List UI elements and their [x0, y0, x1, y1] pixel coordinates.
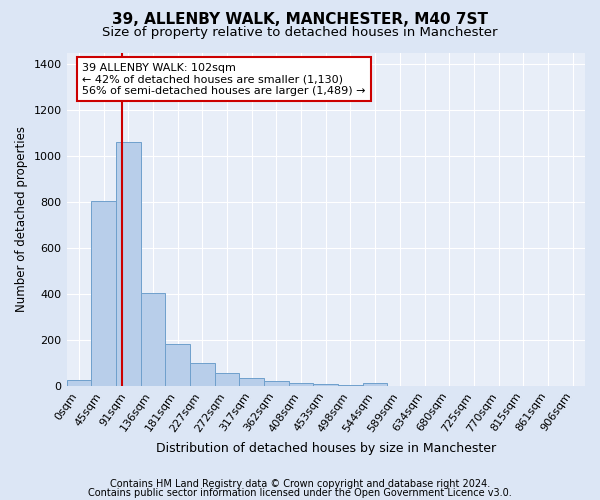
- Bar: [165, 344, 190, 386]
- Bar: [363, 384, 388, 386]
- Y-axis label: Number of detached properties: Number of detached properties: [15, 126, 28, 312]
- Bar: [239, 378, 264, 386]
- Bar: [67, 380, 91, 386]
- Text: 39, ALLENBY WALK, MANCHESTER, M40 7ST: 39, ALLENBY WALK, MANCHESTER, M40 7ST: [112, 12, 488, 28]
- X-axis label: Distribution of detached houses by size in Manchester: Distribution of detached houses by size …: [156, 442, 496, 455]
- Bar: [313, 384, 338, 386]
- Bar: [190, 363, 215, 386]
- Bar: [338, 385, 363, 386]
- Text: Contains HM Land Registry data © Crown copyright and database right 2024.: Contains HM Land Registry data © Crown c…: [110, 479, 490, 489]
- Bar: [140, 293, 165, 386]
- Bar: [289, 384, 313, 386]
- Bar: [91, 201, 116, 386]
- Bar: [215, 374, 239, 386]
- Text: Size of property relative to detached houses in Manchester: Size of property relative to detached ho…: [102, 26, 498, 39]
- Bar: [264, 381, 289, 386]
- Bar: [116, 142, 140, 386]
- Text: Contains public sector information licensed under the Open Government Licence v3: Contains public sector information licen…: [88, 488, 512, 498]
- Text: 39 ALLENBY WALK: 102sqm
← 42% of detached houses are smaller (1,130)
56% of semi: 39 ALLENBY WALK: 102sqm ← 42% of detache…: [82, 62, 365, 96]
